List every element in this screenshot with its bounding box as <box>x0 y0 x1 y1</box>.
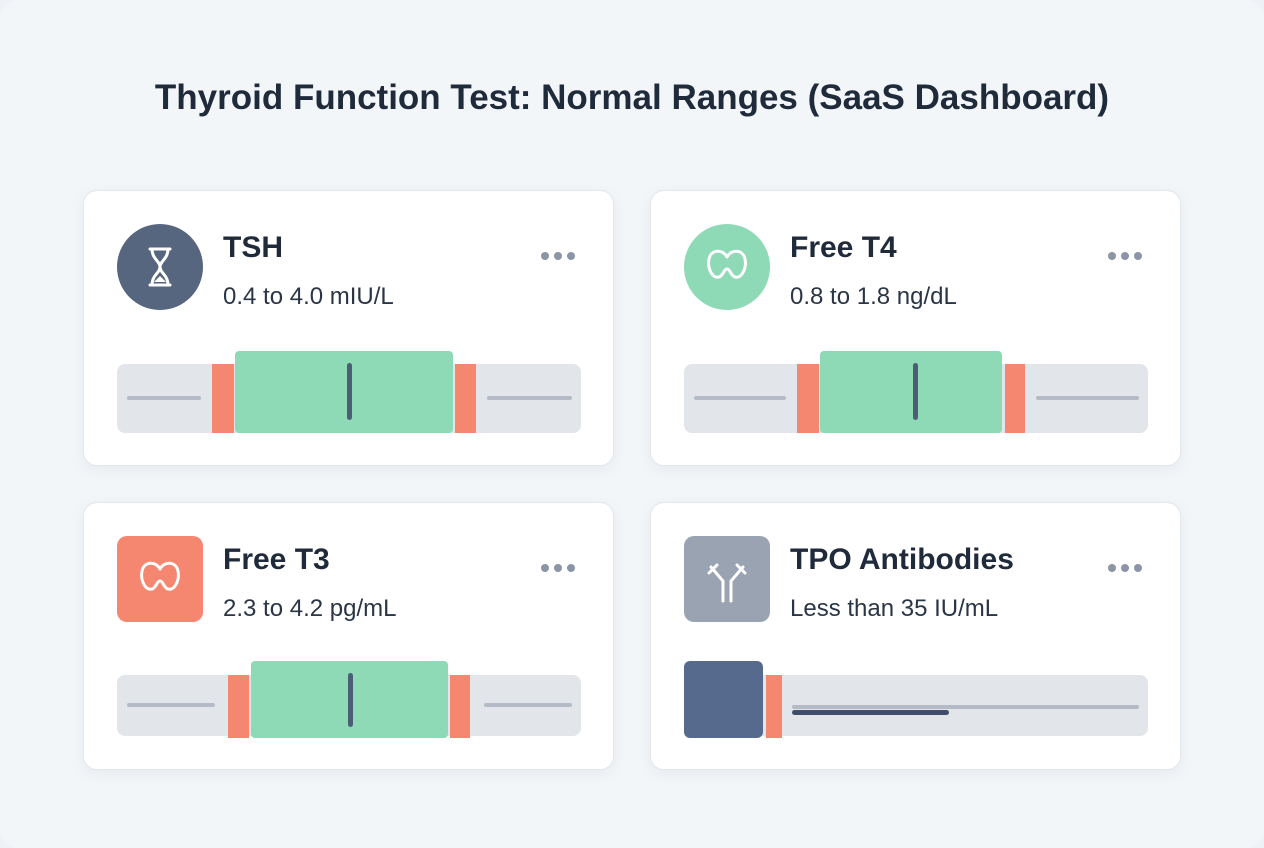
more-menu[interactable] <box>1108 252 1142 260</box>
track-line <box>792 705 1139 709</box>
current-zone <box>684 661 763 738</box>
track-line <box>127 396 201 400</box>
limit <box>212 364 234 433</box>
more-menu[interactable] <box>541 252 575 260</box>
more-menu[interactable] <box>541 564 575 572</box>
track-line <box>694 396 786 400</box>
progress-line <box>792 710 949 715</box>
normal-zone <box>235 351 453 433</box>
marker <box>348 673 353 727</box>
icon <box>684 536 770 622</box>
limit <box>450 675 470 738</box>
card: Free T3 2.3 to 4.2 pg/mL <box>83 502 614 770</box>
marker <box>913 363 918 420</box>
test-range: 0.8 to 1.8 ng/dL <box>790 283 957 310</box>
test-range: Less than 35 IU/mL <box>790 595 999 622</box>
test-name: Free T3 <box>223 543 330 576</box>
card: TSH 0.4 to 4.0 mIU/L <box>83 190 614 466</box>
track-line <box>484 703 572 707</box>
test-range: 0.4 to 4.0 mIU/L <box>223 283 394 310</box>
test-name: Free T4 <box>790 231 897 264</box>
test-name: TPO Antibodies <box>790 543 1014 576</box>
limit <box>228 675 249 738</box>
card: Free T4 0.8 to 1.8 ng/dL <box>650 190 1181 466</box>
test-name: TSH <box>223 231 283 264</box>
page-title: Thyroid Function Test: Normal Ranges (Sa… <box>154 78 1110 117</box>
icon <box>117 536 203 622</box>
track-line <box>487 396 572 400</box>
card: TPO Antibodies Less than 35 IU/mL <box>650 502 1181 770</box>
limit <box>455 364 476 433</box>
normal-zone <box>820 351 1002 433</box>
icon <box>117 224 203 310</box>
track-line <box>1036 396 1139 400</box>
limit <box>797 364 819 433</box>
limit <box>1005 364 1025 433</box>
limit <box>766 675 782 738</box>
track-line <box>127 703 215 707</box>
test-range: 2.3 to 4.2 pg/mL <box>223 595 397 622</box>
icon <box>684 224 770 310</box>
more-menu[interactable] <box>1108 564 1142 572</box>
marker <box>347 363 352 420</box>
